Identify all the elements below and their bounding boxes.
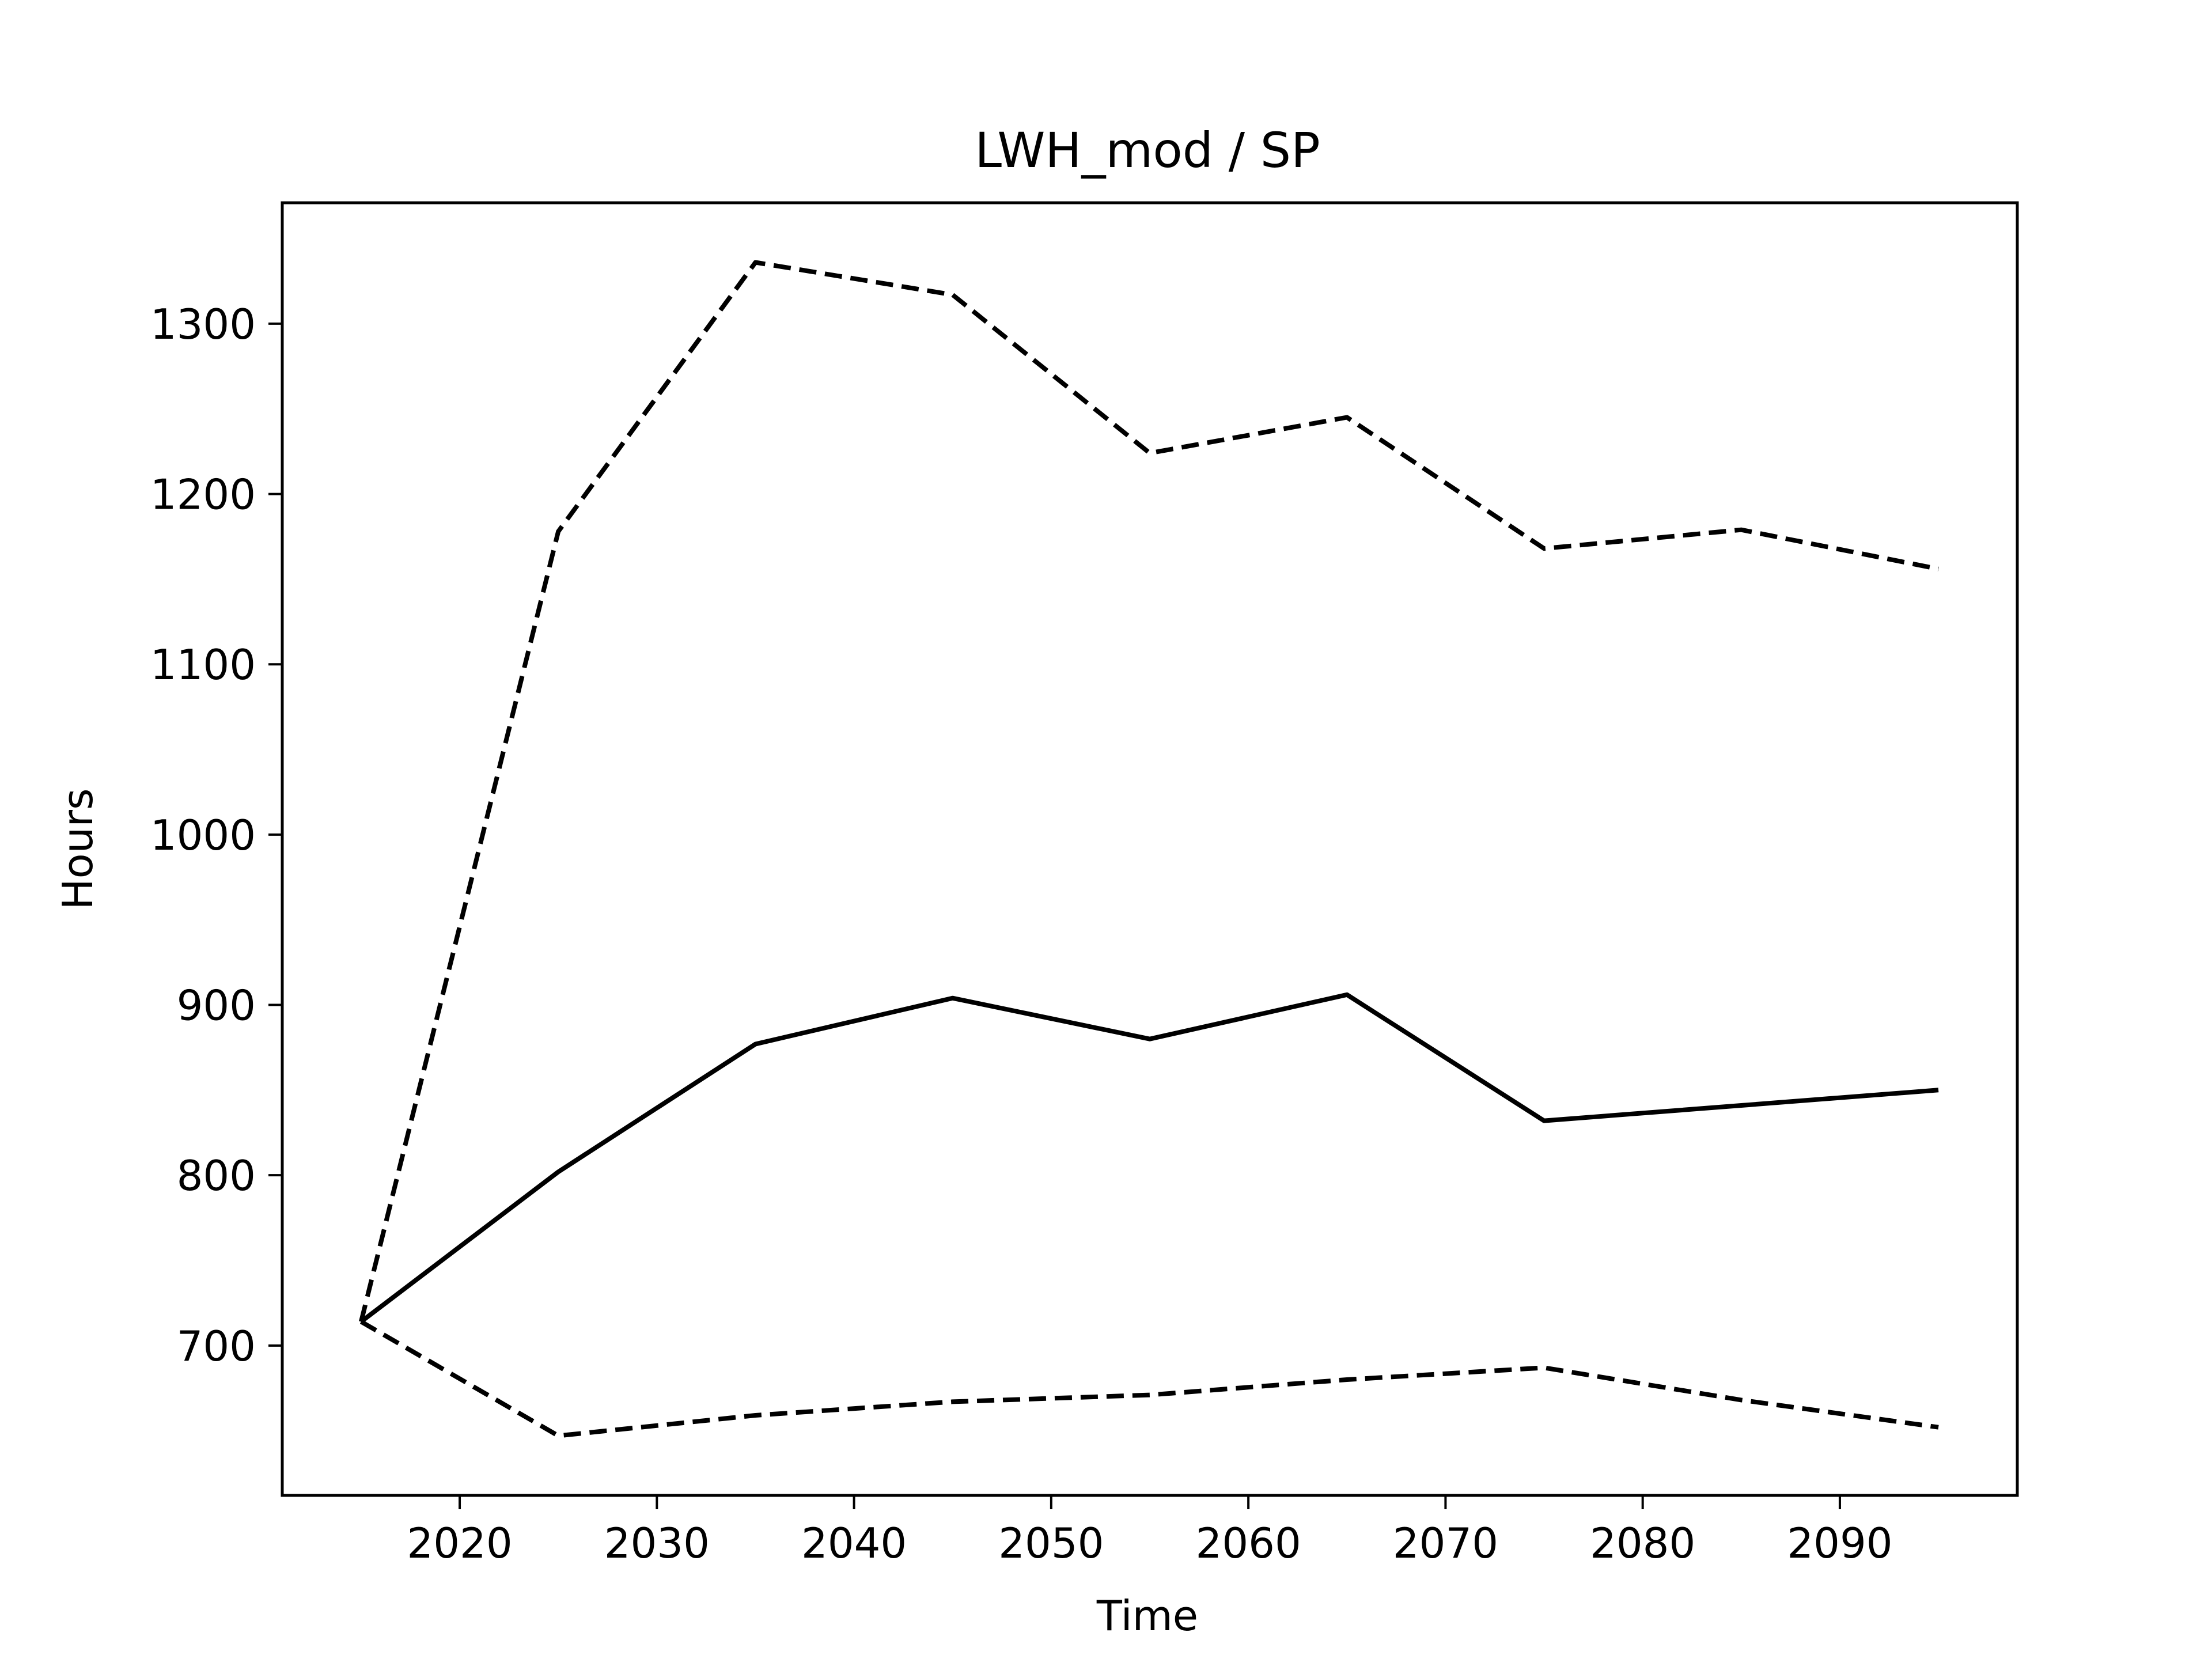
x-tick-label: 2080 xyxy=(1590,1519,1695,1567)
x-tick-label: 2030 xyxy=(604,1519,710,1567)
x-tick-label: 2090 xyxy=(1787,1519,1892,1567)
median-line xyxy=(359,992,1939,1324)
y-tick-label: 1200 xyxy=(150,471,256,519)
y-tick-label: 1100 xyxy=(150,641,256,689)
y-tick-label: 700 xyxy=(177,1322,256,1370)
x-tick-label: 2070 xyxy=(1393,1519,1498,1567)
chart-title: LWH_mod / SP xyxy=(975,122,1320,179)
lower-bound-line xyxy=(359,1319,1939,1438)
y-axis: 700 800 900 1000 1100 1200 1300 xyxy=(150,300,282,1370)
series-layer xyxy=(359,260,1939,1438)
upper-bound-line xyxy=(359,260,1939,1323)
x-axis-label: Time xyxy=(1096,1592,1198,1640)
y-tick-label: 1300 xyxy=(150,300,256,349)
x-tick-label: 2060 xyxy=(1196,1519,1301,1567)
y-tick-label: 1000 xyxy=(150,811,256,859)
x-axis: 2020 2030 2040 2050 2060 2070 2080 2090 xyxy=(407,1495,1893,1567)
y-tick-label: 900 xyxy=(177,982,256,1030)
x-tick-label: 2040 xyxy=(801,1519,907,1567)
y-tick-label: 800 xyxy=(177,1152,256,1200)
x-tick-label: 2020 xyxy=(407,1519,512,1567)
plot-frame xyxy=(281,201,2019,1497)
x-tick-label: 2050 xyxy=(998,1519,1104,1567)
y-axis-label: Hours xyxy=(54,789,102,910)
